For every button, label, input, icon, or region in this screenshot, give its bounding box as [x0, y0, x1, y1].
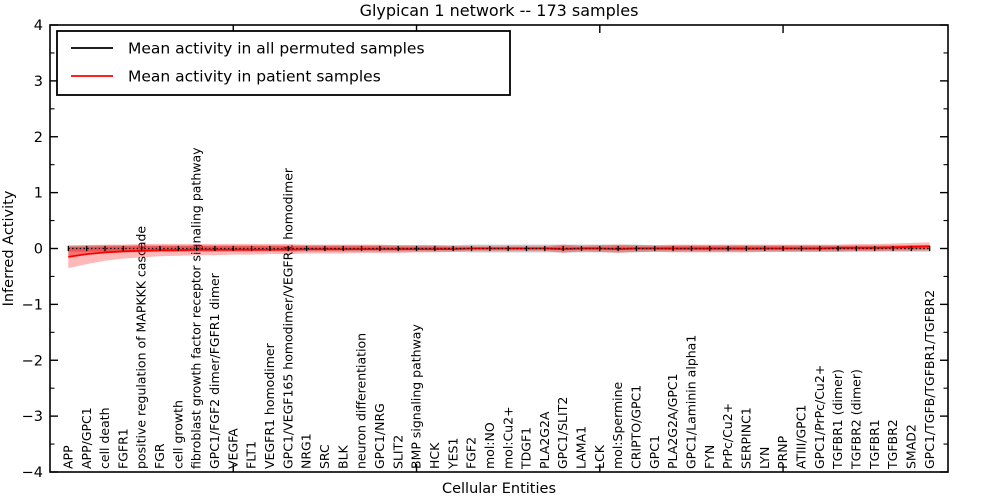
legend-entry-label: Mean activity in patient samples [128, 68, 381, 86]
x-entity-label: TDGF1 [519, 427, 534, 470]
y-axis-label: Inferred Activity [1, 190, 17, 306]
x-entity-label: VEGFA [225, 428, 240, 469]
x-entity-label: SLIT2 [390, 435, 405, 469]
legend: Mean activity in all permuted samples Mea… [56, 30, 511, 96]
x-entity-label: LYN [757, 447, 772, 469]
x-entity-label: FGFR1 [115, 428, 130, 469]
x-entity-label: GPC1/Laminin alpha1 [684, 335, 699, 469]
x-entity-label: YES1 [445, 438, 460, 470]
x-entity-label: TGFBR1 [867, 419, 882, 470]
x-entity-label: ATIII/GPC1 [794, 405, 809, 469]
x-entity-label: BMP signaling pathway [409, 324, 424, 469]
x-entity-label: GPC1/NRG [372, 403, 387, 469]
x-entity-label: GPC1/PrPc/Cu2+ [812, 365, 827, 469]
x-entity-label: GPC1/VEGF165 homodimer/VEGFR1 homodimer [280, 167, 295, 469]
legend-entry-label: Mean activity in all permuted samples [128, 40, 425, 58]
y-tick-label: 4 [34, 18, 43, 34]
chart-title: Glypican 1 network -- 173 samples [360, 1, 639, 20]
y-tick-label: 2 [34, 130, 43, 146]
x-entity-label: SMAD2 [903, 424, 918, 469]
x-entity-label: CRIPTO/GPC1 [629, 385, 644, 469]
x-entity-label: FYN [702, 445, 717, 469]
x-entity-label: SERPINC1 [739, 407, 754, 469]
y-tick-label: −4 [22, 465, 43, 481]
x-entity-label: PLA2G2A [537, 411, 552, 469]
x-entity-label: APP/GPC1 [79, 407, 94, 469]
x-entity-label: LAMA1 [574, 426, 589, 469]
x-entity-label: FGF2 [464, 437, 479, 469]
x-entity-label: PRNP [775, 435, 790, 469]
x-entity-label: NRG1 [299, 433, 314, 469]
x-entity-label: APP [60, 445, 75, 469]
x-axis-label: Cellular Entities [442, 481, 556, 497]
x-entity-label: TGFBR2 (dimer) [849, 369, 864, 470]
x-entity-label: BLK [335, 444, 350, 469]
x-entity-label: GPC1/TGFB/TGFBR1/TGFBR2 [922, 290, 937, 469]
legend-box [56, 30, 511, 96]
y-tick-label: 0 [34, 242, 43, 258]
x-entity-label: mol:Spermine [610, 381, 625, 469]
x-entity-label: FLT1 [244, 441, 259, 469]
x-entity-label: LCK [592, 444, 607, 469]
x-entity-label: GPC1/FGF2 dimer/FGFR1 dimer [207, 272, 222, 469]
x-entity-label: positive regulation of MAPKKK cascade [134, 226, 149, 469]
y-tick-label: −3 [22, 409, 43, 425]
y-tick-label: 3 [34, 74, 43, 90]
y-tick-label: −2 [22, 353, 43, 369]
x-entity-label: TGFBR2 [885, 419, 900, 470]
x-entity-label: GPC1 [647, 435, 662, 469]
x-entity-label: HCK [427, 442, 442, 469]
y-tick-label: −1 [22, 297, 43, 313]
x-entity-label: cell growth [170, 400, 185, 469]
x-entity-label: TGFBR1 (dimer) [830, 369, 845, 470]
x-entity-label: FGR [152, 443, 167, 469]
y-tick-label: 1 [34, 186, 43, 202]
x-entity-label: SRC [317, 444, 332, 469]
x-entity-label: GPC1/SLIT2 [555, 397, 570, 469]
x-entity-label: VEGFR1 homodimer [262, 342, 277, 469]
x-entity-label: PLA2G2A/GPC1 [665, 373, 680, 469]
x-entity-label: mol:NO [482, 422, 497, 469]
x-entity-label: PrPc/Cu2+ [720, 403, 735, 469]
x-entity-label: mol:Cu2+ [500, 406, 515, 469]
x-entity-label: fibroblast growth factor receptor signal… [189, 147, 204, 469]
x-entity-label: cell death [97, 407, 112, 469]
x-entity-label: neuron differentiation [354, 333, 369, 469]
